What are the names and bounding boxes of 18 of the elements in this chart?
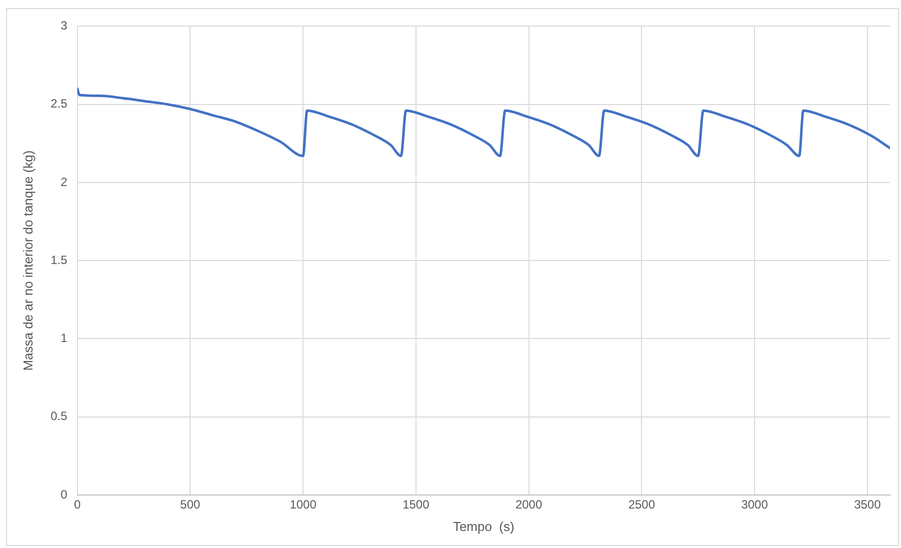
x-tick-label: 3000 [741, 498, 768, 512]
y-tick-label: 2.5 [50, 96, 68, 111]
x-tick-label: 2000 [515, 498, 542, 512]
y-tick-label: 3 [60, 18, 68, 33]
x-tick-label: 3500 [854, 498, 882, 512]
y-tick-label: 1 [60, 331, 68, 346]
x-tick-label: 0 [74, 498, 81, 512]
line-series [77, 87, 890, 158]
x-tick-label: 1000 [290, 498, 317, 512]
x-axis-title: Tempo (s) [452, 518, 514, 534]
y-tick-label: 0.5 [50, 409, 68, 424]
y-tick-label: 0 [60, 487, 68, 502]
y-axis-title: Massa de ar no interior do tanque (kg) [20, 150, 36, 371]
y-tick-label: 1.5 [50, 252, 68, 267]
y-tick-label: 2 [60, 174, 68, 189]
x-tick-label: 500 [180, 498, 200, 512]
x-tick-label: 2500 [628, 498, 656, 512]
x-tick-label: 1500 [402, 498, 430, 512]
